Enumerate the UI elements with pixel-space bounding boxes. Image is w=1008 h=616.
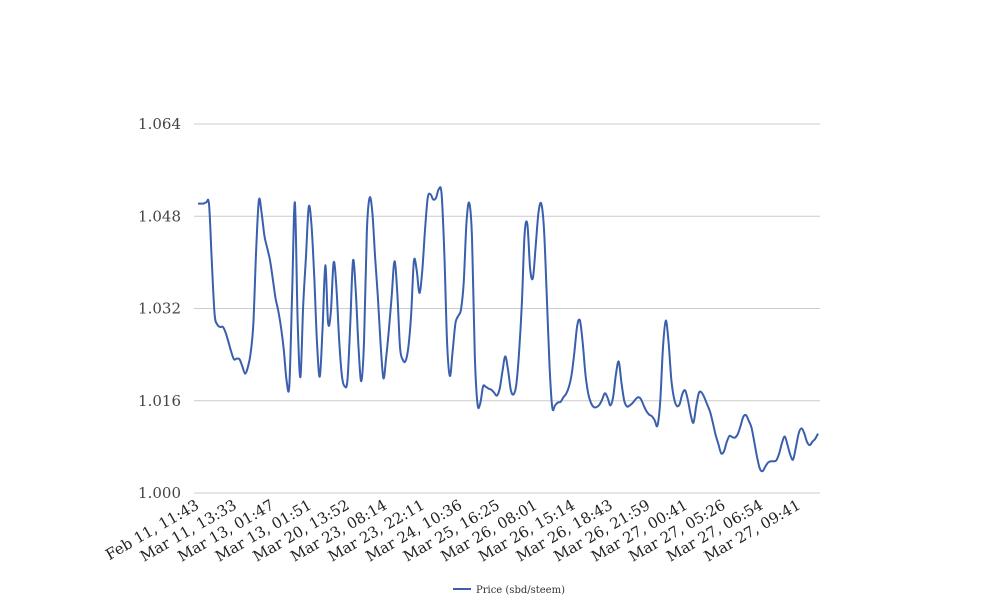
y-tick-label: 1.000: [138, 484, 181, 502]
series-lines: [198, 186, 819, 473]
y-tick-label: 1.016: [138, 392, 181, 410]
legend-label-price: Price (sbd/steem): [476, 585, 565, 596]
y-tick-label: 1.032: [138, 300, 181, 318]
legend[interactable]: Price (sbd/steem): [453, 585, 565, 596]
series-line-price: [198, 186, 819, 473]
gridlines: [194, 123, 820, 494]
y-tick-label: 1.064: [138, 115, 181, 133]
y-tick-label: 1.048: [138, 207, 181, 225]
y-axis-tick-labels: 1.000 1.016 1.032 1.048 1.064: [138, 115, 181, 502]
